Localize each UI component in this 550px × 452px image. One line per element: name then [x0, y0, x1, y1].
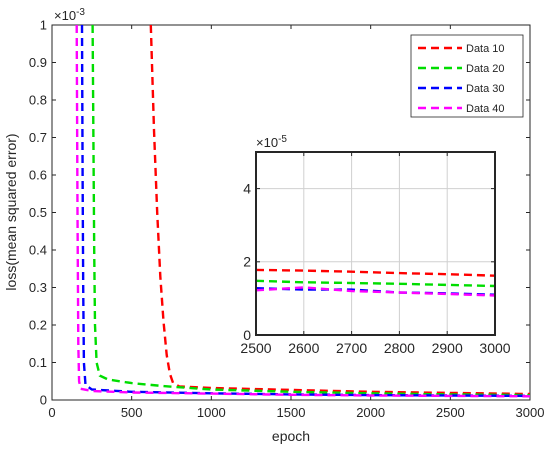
x-tick-label: 2500 [240, 340, 271, 356]
series-line-data-40 [75, 25, 530, 398]
x-tick-label: 1500 [277, 405, 306, 420]
x-tick-label: 500 [121, 405, 143, 420]
x-tick-label: 2600 [288, 340, 319, 356]
x-tick-label: 3000 [479, 340, 510, 356]
y-tick-label: 2 [243, 254, 251, 270]
series-line-data-20 [256, 279, 495, 288]
y-tick-label: 1 [40, 18, 47, 33]
x-axis-label: epoch [272, 428, 310, 444]
y-tick-label: 0.3 [29, 280, 47, 295]
legend-label: Data 20 [466, 63, 505, 75]
inset-y-exponent-power: -5 [278, 134, 287, 145]
legend-box [410, 34, 524, 118]
y-tick-label: 0.4 [29, 243, 47, 258]
legend-label: Data 40 [466, 103, 505, 115]
x-tick-label: 0 [48, 405, 55, 420]
y-tick-label: 0.5 [29, 205, 47, 220]
main-y-exponent: ×10-3 [54, 7, 85, 23]
x-tick-label: 2700 [336, 340, 367, 356]
legend: Data 10 Data 20 Data 30 Data 40 [410, 34, 524, 118]
x-tick-label: 3000 [516, 405, 545, 420]
main-series-group [75, 25, 530, 398]
inset-series-group [256, 268, 495, 297]
series-line-data-20 [91, 25, 530, 397]
main-axis-ticks: 0 500 1000 1500 2000 2500 3000 0 0.1 0.2 0.3 0.4 0.5… [29, 18, 545, 420]
y-tick-label: 0.9 [29, 55, 47, 70]
y-axis-label: loss(mean squared error) [3, 133, 19, 290]
inset-plot-area [256, 152, 495, 335]
inset-chart: 2500 2600 2700 2800 2900 3000 0 2 4 ×10-5 [240, 134, 510, 356]
inset-y-exponent-base: ×10 [256, 135, 278, 150]
series-line-data-40 [256, 286, 495, 297]
y-tick-label: 0 [243, 327, 251, 343]
inset-y-exponent: ×10-5 [256, 134, 287, 150]
legend-items: Data 10 Data 20 Data 30 Data 40 [418, 43, 505, 115]
inset-frame [255, 151, 496, 336]
y-tick-label: 4 [243, 181, 251, 197]
y-tick-label: 0.8 [29, 93, 47, 108]
x-tick-label: 2000 [356, 405, 385, 420]
y-tick-label: 0 [40, 393, 47, 408]
x-tick-label: 2800 [384, 340, 415, 356]
x-tick-label: 1000 [197, 405, 226, 420]
legend-label: Data 30 [466, 83, 505, 95]
y-tick-label: 0.1 [29, 355, 47, 370]
inset-axis-ticks: 2500 2600 2700 2800 2900 3000 0 2 4 [240, 152, 511, 356]
y-tick-label: 0.2 [29, 318, 47, 333]
y-tick-label: 0.6 [29, 168, 47, 183]
main-y-exponent-power: -3 [76, 7, 85, 18]
series-line-data-10 [256, 268, 495, 277]
main-y-exponent-base: ×10 [54, 8, 76, 23]
x-tick-label: 2500 [436, 405, 465, 420]
y-tick-label: 0.7 [29, 130, 47, 145]
series-line-data-10 [149, 25, 530, 396]
legend-label: Data 10 [466, 43, 505, 55]
x-tick-label: 2900 [432, 340, 463, 356]
